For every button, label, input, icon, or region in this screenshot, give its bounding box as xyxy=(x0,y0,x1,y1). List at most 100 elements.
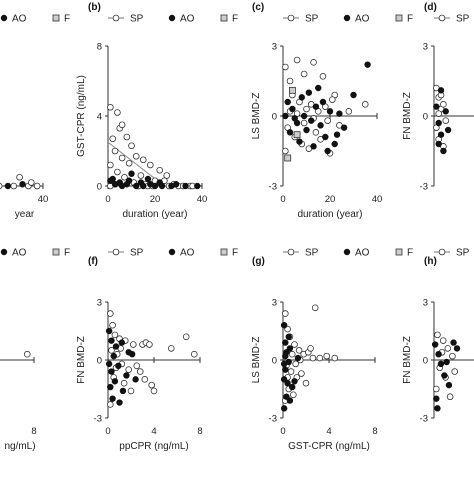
point-sp-c xyxy=(324,117,331,124)
point-sp-c xyxy=(319,73,327,80)
point-sp-c xyxy=(345,108,353,115)
point-ao-d-partial xyxy=(444,126,452,134)
point-ao-b xyxy=(194,182,201,190)
y-tick-label-d-partial: 0 xyxy=(423,112,428,123)
point-sp-c xyxy=(329,96,336,103)
point-ao-h-partial xyxy=(445,381,453,389)
x-axis-label-c: duration (year) xyxy=(297,209,362,220)
point-sp-g xyxy=(281,310,289,317)
point-ao-b xyxy=(125,177,133,184)
point-ao-c xyxy=(286,129,294,136)
point-sp-f xyxy=(150,387,158,395)
legend-sp-marker xyxy=(112,14,120,22)
legend-label-ao: AO xyxy=(355,248,370,259)
panel-letter-f: (f) xyxy=(88,256,98,267)
point-ao-h-partial xyxy=(433,395,440,402)
point-ao-f xyxy=(119,387,127,395)
point-ao-c xyxy=(305,89,313,96)
panel-b: (b) SP AO F 0 4 8 0 20 40 duration (year) GST-CPR (… xyxy=(76,2,238,220)
point-f-c xyxy=(288,86,296,94)
point-sp-c xyxy=(293,56,301,64)
legend-ao-marker xyxy=(168,14,176,22)
y-tick-label-h-partial: -3 xyxy=(420,414,428,425)
y-axis-label-f: FN BMD-Z xyxy=(76,336,87,384)
legend-ao-marker xyxy=(168,248,176,256)
legend-label-f: F xyxy=(232,248,238,259)
point-sp-h-partial xyxy=(432,385,440,393)
y-axis-label-b: GST-CPR (ng/mL) xyxy=(76,75,87,157)
point-ao-c xyxy=(340,124,348,131)
point-ao-d-partial xyxy=(433,103,440,110)
point-ao-g xyxy=(286,397,294,404)
point-sp-h-partial xyxy=(434,331,441,339)
point-ao-a-partial xyxy=(4,182,12,190)
point-ao-b xyxy=(151,182,159,190)
point-sp-f xyxy=(130,341,137,348)
point-ao-g xyxy=(280,376,288,383)
point-sp-f xyxy=(182,333,190,341)
point-ao-c xyxy=(308,117,315,124)
point-ao-c xyxy=(291,115,298,122)
y-tick-label-b: 4 xyxy=(97,112,102,123)
point-sp-h-partial xyxy=(446,393,454,401)
point-sp-c xyxy=(361,101,369,108)
point-sp-b xyxy=(123,133,131,141)
point-ao-f xyxy=(109,395,116,402)
point-sp-b xyxy=(111,147,119,155)
point-ao-c xyxy=(322,133,329,141)
point-ao-h-partial xyxy=(441,372,448,379)
x-tick-label-c: 40 xyxy=(372,194,383,205)
x-tick-label-b: 20 xyxy=(150,194,161,205)
x-axis-label-g: GST-CPR (ng/mL) xyxy=(288,441,370,452)
point-sp-g xyxy=(292,360,299,368)
point-ao-f xyxy=(105,327,113,335)
point-sp-b xyxy=(156,166,164,174)
point-sp-e-partial xyxy=(23,350,31,358)
point-sp-f xyxy=(133,362,141,370)
legend-label-ao: AO xyxy=(180,248,195,259)
legend-f-marker xyxy=(220,248,228,256)
point-ao-c xyxy=(300,112,308,120)
point-sp-f xyxy=(190,350,198,358)
legend-label-sp: SP xyxy=(130,14,144,25)
point-sp-g xyxy=(309,354,317,362)
point-sp-h-partial xyxy=(439,337,447,344)
y-axis-label-c: LS BMD-Z xyxy=(251,93,262,140)
point-ao-h-partial xyxy=(434,405,441,412)
panel-e-partial: AO F 8 ng/mL) xyxy=(0,248,70,452)
point-ao-g xyxy=(280,360,288,368)
legend-f-marker xyxy=(52,248,60,256)
point-ao-b xyxy=(172,181,180,188)
point-sp-g xyxy=(311,304,319,312)
point-ao-g xyxy=(294,354,302,362)
point-ao-b xyxy=(182,182,189,190)
point-sp-c xyxy=(310,59,317,66)
y-tick-label-d-partial: 3 xyxy=(423,42,428,53)
point-sp-f xyxy=(109,321,116,329)
point-ao-d-partial xyxy=(442,108,449,115)
point-ao-f xyxy=(108,368,115,375)
point-ao-c xyxy=(350,91,357,99)
point-ao-f xyxy=(108,337,115,344)
point-sp-f xyxy=(167,345,175,352)
panel-letter-c: (c) xyxy=(252,2,264,13)
point-ao-c xyxy=(317,122,324,129)
point-ao-c xyxy=(331,140,338,148)
x-axis-label-e-partial: ng/mL) xyxy=(4,441,35,452)
x-tick-label-g: 4 xyxy=(326,426,331,437)
point-sp-b xyxy=(139,156,147,164)
x-tick-label-f: 8 xyxy=(197,426,202,437)
point-sp-b xyxy=(121,173,128,181)
point-sp-g xyxy=(288,350,296,358)
point-ao-h-partial xyxy=(431,341,439,348)
point-ao-f xyxy=(116,399,123,406)
point-sp-g xyxy=(295,347,303,354)
legend-sp-marker xyxy=(112,248,120,256)
point-ao-h-partial xyxy=(435,351,442,358)
point-sp-a-partial xyxy=(27,179,35,186)
x-tick-label-c: 0 xyxy=(280,194,285,205)
x-tick-label-g: 8 xyxy=(372,426,377,437)
y-tick-label-c: -3 xyxy=(269,182,277,193)
